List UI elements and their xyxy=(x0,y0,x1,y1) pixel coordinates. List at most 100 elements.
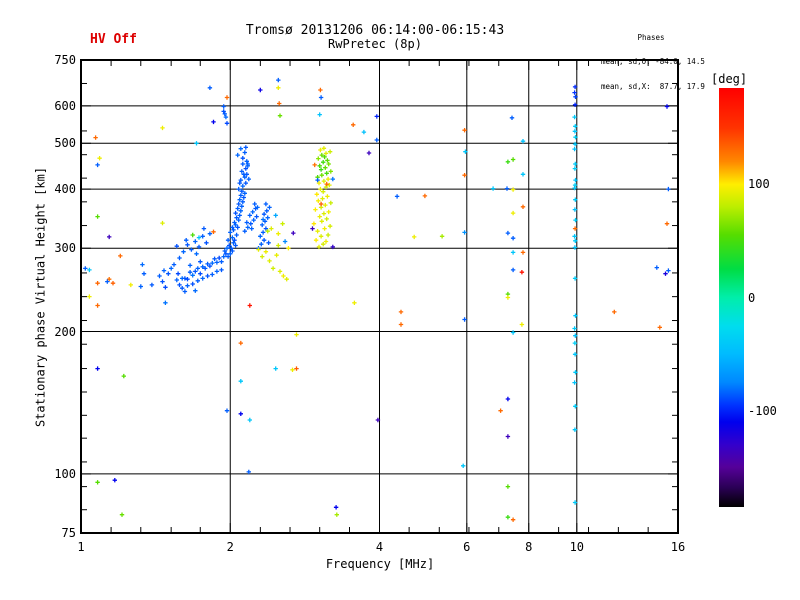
data-point xyxy=(230,248,235,254)
data-point xyxy=(573,313,578,318)
data-point xyxy=(398,322,404,327)
data-point xyxy=(244,220,249,225)
data-point xyxy=(572,234,577,239)
data-point xyxy=(256,247,261,252)
data-point xyxy=(572,141,578,147)
data-point xyxy=(666,268,671,273)
data-point xyxy=(286,246,291,251)
data-point xyxy=(351,122,356,127)
data-point xyxy=(318,87,323,93)
data-point xyxy=(264,208,269,213)
data-point xyxy=(255,205,260,210)
data-point xyxy=(573,370,578,375)
data-point xyxy=(572,185,577,191)
data-point xyxy=(105,279,110,284)
data-point xyxy=(519,270,525,275)
data-point xyxy=(140,262,145,267)
data-point xyxy=(520,250,526,255)
data-point xyxy=(573,94,578,99)
data-point xyxy=(238,146,243,151)
data-point xyxy=(225,254,231,259)
data-point xyxy=(572,146,577,152)
data-point xyxy=(263,201,269,207)
data-point xyxy=(238,340,243,346)
data-point xyxy=(237,213,242,218)
data-point xyxy=(230,235,235,240)
phases-title: Phases xyxy=(637,32,665,42)
data-point xyxy=(160,220,165,226)
y-tick-label: 600 xyxy=(54,98,76,113)
data-point xyxy=(510,517,516,522)
data-point xyxy=(221,254,226,259)
data-point xyxy=(259,242,264,247)
data-point xyxy=(233,222,238,228)
data-point xyxy=(312,162,317,168)
data-point xyxy=(374,114,379,119)
data-point xyxy=(510,210,516,216)
data-point xyxy=(664,104,670,109)
data-point xyxy=(239,204,244,209)
data-point xyxy=(233,243,238,248)
data-point xyxy=(261,238,267,243)
data-point xyxy=(284,277,289,282)
data-point xyxy=(572,166,578,171)
data-point xyxy=(243,180,248,186)
data-point xyxy=(157,273,162,279)
data-point xyxy=(95,281,100,286)
data-point xyxy=(265,229,270,234)
data-point xyxy=(219,267,224,273)
data-point xyxy=(317,214,322,219)
data-point xyxy=(241,195,246,200)
data-point xyxy=(228,251,233,256)
data-point xyxy=(95,303,100,308)
data-point xyxy=(174,277,179,283)
data-point xyxy=(175,271,181,276)
data-point xyxy=(243,166,248,171)
data-point xyxy=(572,84,578,90)
data-point xyxy=(330,176,335,182)
data-point xyxy=(87,267,92,273)
data-point xyxy=(490,186,496,191)
data-point xyxy=(498,408,503,413)
data-point xyxy=(277,101,282,106)
data-point xyxy=(194,251,199,256)
data-point xyxy=(195,278,200,283)
data-point xyxy=(462,317,467,322)
data-point xyxy=(320,196,325,201)
data-point xyxy=(180,286,185,291)
data-point xyxy=(249,226,254,231)
data-point xyxy=(572,114,577,120)
data-point xyxy=(177,282,182,288)
data-point xyxy=(398,309,404,315)
hv-status-label: HV Off xyxy=(90,32,137,47)
data-point xyxy=(276,85,281,90)
data-point xyxy=(666,186,671,192)
data-point xyxy=(519,322,525,327)
data-point xyxy=(258,87,263,93)
data-point xyxy=(318,186,323,192)
data-point xyxy=(327,224,333,229)
data-point xyxy=(294,366,299,371)
data-point xyxy=(242,229,247,234)
colorbar-tick-label: 0 xyxy=(748,290,756,305)
data-point xyxy=(321,160,326,165)
phase-statistics-block: Phases mean, sd,O: -84.0, 14.5 mean, sd,… xyxy=(601,17,705,108)
data-point xyxy=(572,326,577,331)
data-point xyxy=(95,366,100,371)
data-point xyxy=(328,200,333,206)
data-point xyxy=(319,152,324,158)
data-point xyxy=(260,230,266,235)
data-point xyxy=(207,85,213,90)
y-axis-title: Stationary phase Virtual Height [km] xyxy=(33,166,48,428)
data-point xyxy=(573,333,578,338)
data-point xyxy=(318,147,323,153)
data-point xyxy=(196,235,202,240)
data-point xyxy=(97,156,102,161)
data-point xyxy=(141,271,147,276)
data-point xyxy=(510,236,516,241)
data-point xyxy=(333,505,339,510)
data-point xyxy=(276,231,281,236)
data-point xyxy=(318,201,324,207)
data-point xyxy=(239,189,244,194)
